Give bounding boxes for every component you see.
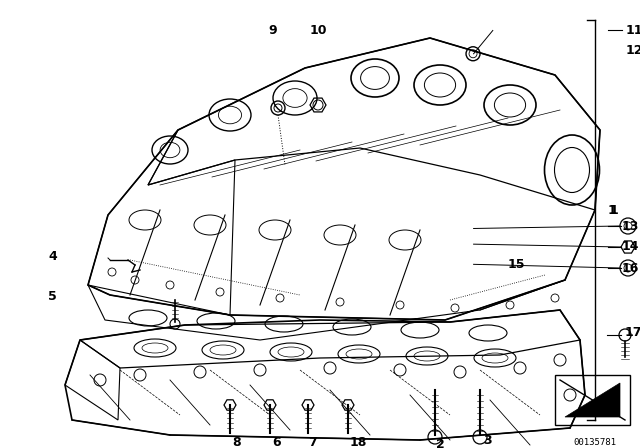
Text: 1: 1 (610, 203, 619, 216)
Text: 10: 10 (310, 23, 328, 36)
Text: 1: 1 (608, 203, 617, 216)
Text: 16: 16 (622, 262, 639, 275)
Text: 4: 4 (48, 250, 57, 263)
Text: 7: 7 (308, 435, 317, 448)
Polygon shape (565, 383, 620, 417)
Text: 3: 3 (483, 434, 492, 447)
Text: 14: 14 (622, 241, 639, 254)
Text: 9: 9 (268, 23, 276, 36)
Text: 15: 15 (508, 258, 525, 271)
Text: 11: 11 (626, 23, 640, 36)
Text: 18: 18 (350, 435, 367, 448)
Text: 8: 8 (232, 435, 241, 448)
Text: 2: 2 (436, 438, 445, 448)
Text: 13: 13 (622, 220, 639, 233)
Text: 5: 5 (48, 289, 57, 302)
Text: 6: 6 (272, 435, 280, 448)
Text: 12: 12 (626, 43, 640, 56)
Text: 00135781: 00135781 (573, 438, 616, 447)
Bar (555, 375, 630, 425)
Text: 17: 17 (625, 326, 640, 339)
